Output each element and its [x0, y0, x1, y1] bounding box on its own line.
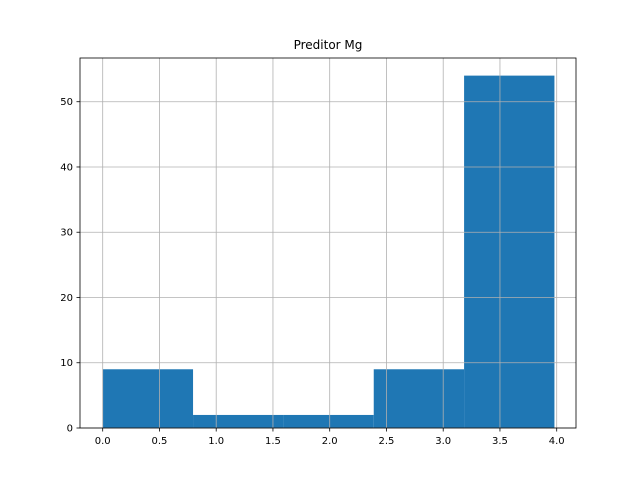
x-tick-label-4: 2.0 [322, 436, 338, 447]
histogram-bar-2 [193, 414, 284, 428]
y-tick-label-3: 30 [60, 228, 73, 239]
x-tick-label-3: 1.5 [265, 436, 281, 447]
y-tick-label-1: 10 [60, 358, 73, 369]
y-tick-label-0: 0 [67, 424, 73, 435]
chart-title: Preditor Mg [294, 38, 363, 52]
y-axis-ticks: 0 10 20 30 40 50 [60, 97, 80, 435]
x-tick-label-1: 0.5 [151, 436, 167, 447]
axes-frame [79, 57, 577, 429]
histogram-bar-3 [283, 414, 374, 428]
histogram-bar-1 [102, 369, 194, 428]
histogram-bar-4 [373, 369, 465, 428]
x-tick-label-8: 4.0 [549, 436, 565, 447]
y-tick-label-2: 20 [60, 293, 73, 304]
x-tick-label-2: 1.0 [208, 436, 224, 447]
x-tick-label-0: 0.0 [95, 436, 111, 447]
x-axis-ticks: 0.0 0.5 1.0 1.5 2.0 2.5 3.0 3.5 4.0 [95, 428, 565, 447]
y-tick-label-5: 50 [60, 97, 73, 108]
x-tick-label-5: 2.5 [378, 436, 394, 447]
x-tick-label-7: 3.5 [492, 436, 508, 447]
bars-group [102, 75, 555, 428]
histogram-bar-5 [464, 75, 555, 428]
y-tick-label-4: 40 [60, 162, 73, 173]
x-tick-label-6: 3.0 [435, 436, 451, 447]
